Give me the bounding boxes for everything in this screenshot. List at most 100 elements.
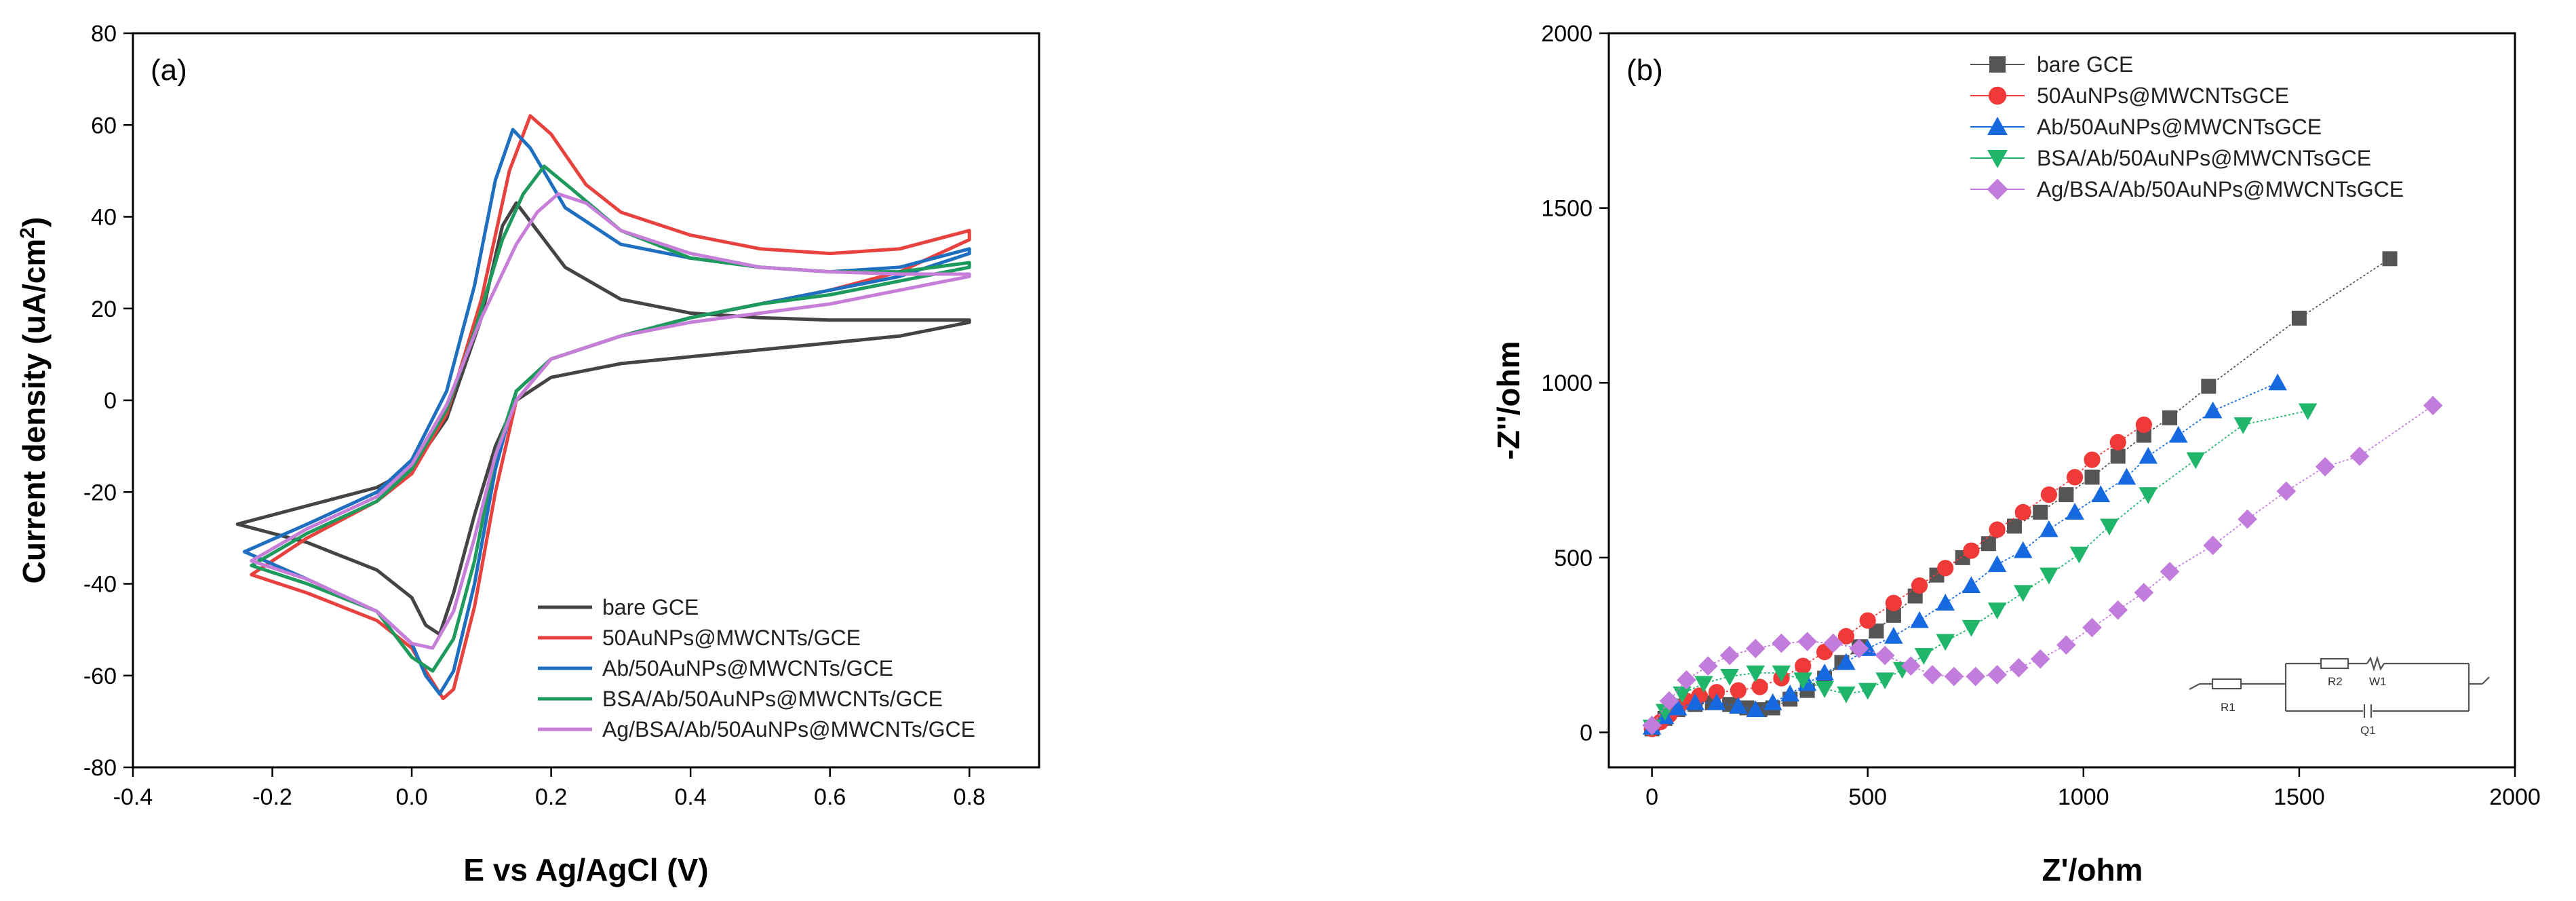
chart-b-series — [1642, 251, 2443, 737]
circuit-label-r2: R2 — [2328, 675, 2343, 688]
nyquist-data-point — [1659, 691, 1679, 711]
nyquist-data-point — [2040, 486, 2058, 503]
chart-b-legend-label: Ab/50AuNPs@MWCNTsGCE — [2037, 115, 2322, 139]
nyquist-data-point — [1987, 602, 2007, 619]
chart-a-legend-label: BSA/Ab/50AuNPs@MWCNTs/GCE — [602, 687, 943, 711]
nyquist-data-point — [1642, 715, 1662, 735]
nyquist-data-point — [2108, 600, 2128, 620]
cv-curve-2 — [250, 114, 971, 701]
chart-a-series — [235, 114, 971, 701]
chart-a-x-tick-label: -0.2 — [252, 784, 292, 810]
chart-b-y-tick-label: 0 — [1580, 720, 1593, 746]
nyquist-data-point — [1795, 657, 1812, 674]
nyquist-series-4 — [1642, 403, 2318, 737]
nyquist-data-point — [1668, 698, 1687, 716]
chart-b-legend-marker — [1989, 56, 2006, 73]
chart-a-y-tick-label: -20 — [83, 480, 117, 505]
chart-b-y-tick-label: 1000 — [1541, 370, 1593, 396]
cv-curve-4 — [250, 164, 971, 673]
chart-a-y-axis-label-sup: 2 — [16, 227, 39, 239]
nyquist-data-point — [2268, 373, 2287, 391]
chart-b-x-tick-label: 1000 — [2058, 784, 2109, 810]
nyquist-data-point — [1780, 685, 1799, 702]
nyquist-data-point — [1962, 576, 1981, 594]
nyquist-data-point — [1911, 577, 1928, 594]
nyquist-data-point — [1936, 594, 1955, 611]
circuit-resistor-r1 — [2211, 678, 2242, 690]
nyquist-data-point — [1859, 612, 1876, 629]
cv-curve-5 — [250, 192, 971, 650]
chart-a-y-axis-label-end: ) — [16, 217, 52, 227]
nyquist-data-point — [1837, 686, 1856, 704]
nyquist-data-point — [1673, 686, 1692, 704]
chart-a-y-tick-label: 20 — [91, 296, 117, 322]
nyquist-data-point — [2382, 251, 2398, 267]
nyquist-data-point — [1849, 638, 1869, 659]
cv-curve-3 — [242, 128, 971, 696]
nyquist-data-point — [2100, 518, 2119, 536]
chart-b-legend-label: bare GCE — [2037, 52, 2133, 77]
nyquist-data-point — [2013, 541, 2033, 558]
nyquist-data-point — [2349, 446, 2370, 466]
circuit-wire — [2482, 676, 2490, 685]
chart-a-legend-label: 50AuNPs@MWCNTs/GCE — [602, 626, 861, 650]
chart-b-y-tick-label: 1500 — [1541, 196, 1593, 222]
nyquist-data-point — [1901, 656, 1921, 676]
circuit-label-r1: R1 — [2221, 701, 2236, 714]
nyquist-data-point — [2056, 635, 2076, 655]
nyquist-data-point — [2109, 434, 2126, 450]
nyquist-data-point — [2169, 425, 2188, 443]
chart-b-legend-marker — [1987, 150, 2008, 168]
nyquist-data-point — [1944, 666, 1964, 687]
nyquist-data-point — [1869, 624, 1884, 639]
nyquist-data-point — [2084, 469, 2100, 485]
nyquist-data-point — [1875, 645, 1895, 666]
nyquist-data-point — [1763, 693, 1782, 710]
circuit-resistor-r2 — [2320, 657, 2349, 670]
nyquist-data-point — [1910, 611, 1929, 628]
nyquist-data-point — [2009, 657, 2029, 678]
chart-b-y-axis-label: -Z''/ohm — [1491, 341, 1526, 459]
chart-b-ticks: 0 500 1000 1500 2000 0 500 1000 1500 2000 — [1541, 21, 2540, 810]
equivalent-circuit-inset — [2189, 655, 2490, 718]
nyquist-data-point — [1987, 665, 2007, 685]
nyquist-data-point — [1858, 683, 1877, 700]
chart-a-y-axis-label: Current density (uA/cm2) — [16, 217, 52, 584]
chart-a-y-tick-label: -60 — [83, 664, 117, 689]
nyquist-data-point — [2082, 617, 2102, 638]
chart-b-y-tick-label: 2000 — [1541, 21, 1593, 47]
chart-b-x-tick-label: 2000 — [2489, 784, 2541, 810]
nyquist-data-point — [2201, 379, 2217, 394]
chart-a-panel-label: (a) — [151, 54, 187, 87]
chart-a-x-tick-label: 0.6 — [814, 784, 846, 810]
chart-a-y-axis-label-main: Current density (uA/cm — [16, 239, 52, 584]
nyquist-data-point — [2238, 509, 2257, 529]
chart-a-y-tick-label: 0 — [104, 388, 117, 414]
nyquist-data-point — [2084, 451, 2101, 468]
nyquist-data-point — [2162, 410, 2178, 425]
nyquist-data-point — [2014, 503, 2031, 520]
nyquist-data-point — [1963, 542, 1980, 559]
chart-a-x-tick-label: -0.4 — [113, 784, 153, 810]
nyquist-data-point — [1914, 648, 1934, 665]
nyquist-data-point — [1746, 638, 1765, 659]
chart-a-legend-label: Ab/50AuNPs@MWCNTs/GCE — [602, 656, 893, 680]
nyquist-series-2 — [1643, 416, 2152, 737]
chart-b-x-tick-label: 1500 — [2273, 784, 2325, 810]
chart-a-legend: bare GCE 50AuNPs@MWCNTs/GCE Ab/50AuNPs@MWC… — [538, 595, 975, 742]
nyquist-data-point — [1746, 665, 1765, 683]
chart-a: (a) -0.4 -0.2 0.0 0.2 0.4 0.6 0.8 -80 -60 -40 -20 0… — [16, 21, 1040, 887]
nyquist-data-point — [1797, 632, 1817, 651]
nyquist-data-point — [2040, 567, 2058, 585]
nyquist-data-point — [2291, 310, 2307, 326]
nyquist-data-point — [1720, 669, 1739, 686]
nyquist-data-point — [2033, 504, 2048, 520]
nyquist-series-line — [1651, 404, 2434, 726]
nyquist-data-point — [1886, 607, 1901, 623]
chart-a-y-tick-label: -40 — [83, 572, 117, 598]
nyquist-data-point — [2315, 457, 2335, 477]
chart-b-legend-label: BSA/Ab/50AuNPs@MWCNTsGCE — [2037, 146, 2371, 170]
nyquist-data-point — [1962, 619, 1981, 637]
nyquist-data-point — [2134, 583, 2154, 602]
chart-a-x-tick-label: 0.8 — [954, 784, 985, 810]
